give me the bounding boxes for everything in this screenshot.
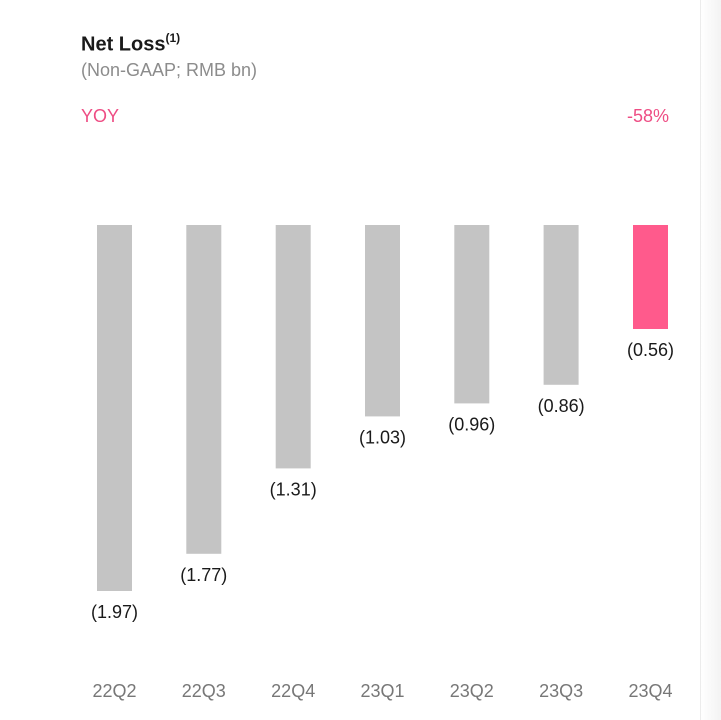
yoy-value: -58% <box>627 106 670 126</box>
bar-23Q3 <box>543 225 579 385</box>
bar-22Q4 <box>275 225 311 469</box>
bar-23Q4 <box>633 225 668 329</box>
chart-title-text: Net Loss <box>81 33 166 56</box>
value-labels-group: (1.97) (1.77) (1.31) (1.03) (0.96) (0.86) (0.5… <box>91 340 674 622</box>
value-label-23Q3: (0.86) <box>538 396 585 416</box>
value-label-23Q4: (0.56) <box>627 340 674 360</box>
bar-22Q3 <box>186 225 222 554</box>
category-label-23Q2: 23Q2 <box>450 681 494 701</box>
chart-title: Net Loss(1) <box>81 31 181 56</box>
page-edge <box>700 0 721 720</box>
value-label-23Q1: (1.03) <box>359 427 406 447</box>
category-label-23Q1: 23Q1 <box>360 681 404 701</box>
value-label-22Q2: (1.97) <box>91 602 138 622</box>
category-label-23Q4: 23Q4 <box>628 681 672 701</box>
value-label-22Q4: (1.31) <box>270 479 317 499</box>
category-label-22Q4: 22Q4 <box>271 681 315 701</box>
chart-title-footnote-marker: (1) <box>165 31 181 45</box>
value-label-22Q3: (1.77) <box>180 565 227 585</box>
category-label-23Q3: 23Q3 <box>539 681 583 701</box>
category-label-22Q2: 22Q2 <box>92 681 136 701</box>
bar-23Q2 <box>454 225 490 404</box>
chart-subtitle: (Non-GAAP; RMB bn) <box>81 60 258 80</box>
bars-group <box>97 225 668 591</box>
bar-22Q2 <box>97 225 132 591</box>
bar-23Q1 <box>365 225 400 417</box>
value-label-23Q2: (0.96) <box>448 414 495 434</box>
yoy-label: YOY <box>81 106 120 126</box>
category-labels-group: 22Q2 22Q3 22Q4 23Q1 23Q2 23Q3 23Q4 <box>92 681 672 701</box>
category-label-22Q3: 22Q3 <box>182 681 226 701</box>
